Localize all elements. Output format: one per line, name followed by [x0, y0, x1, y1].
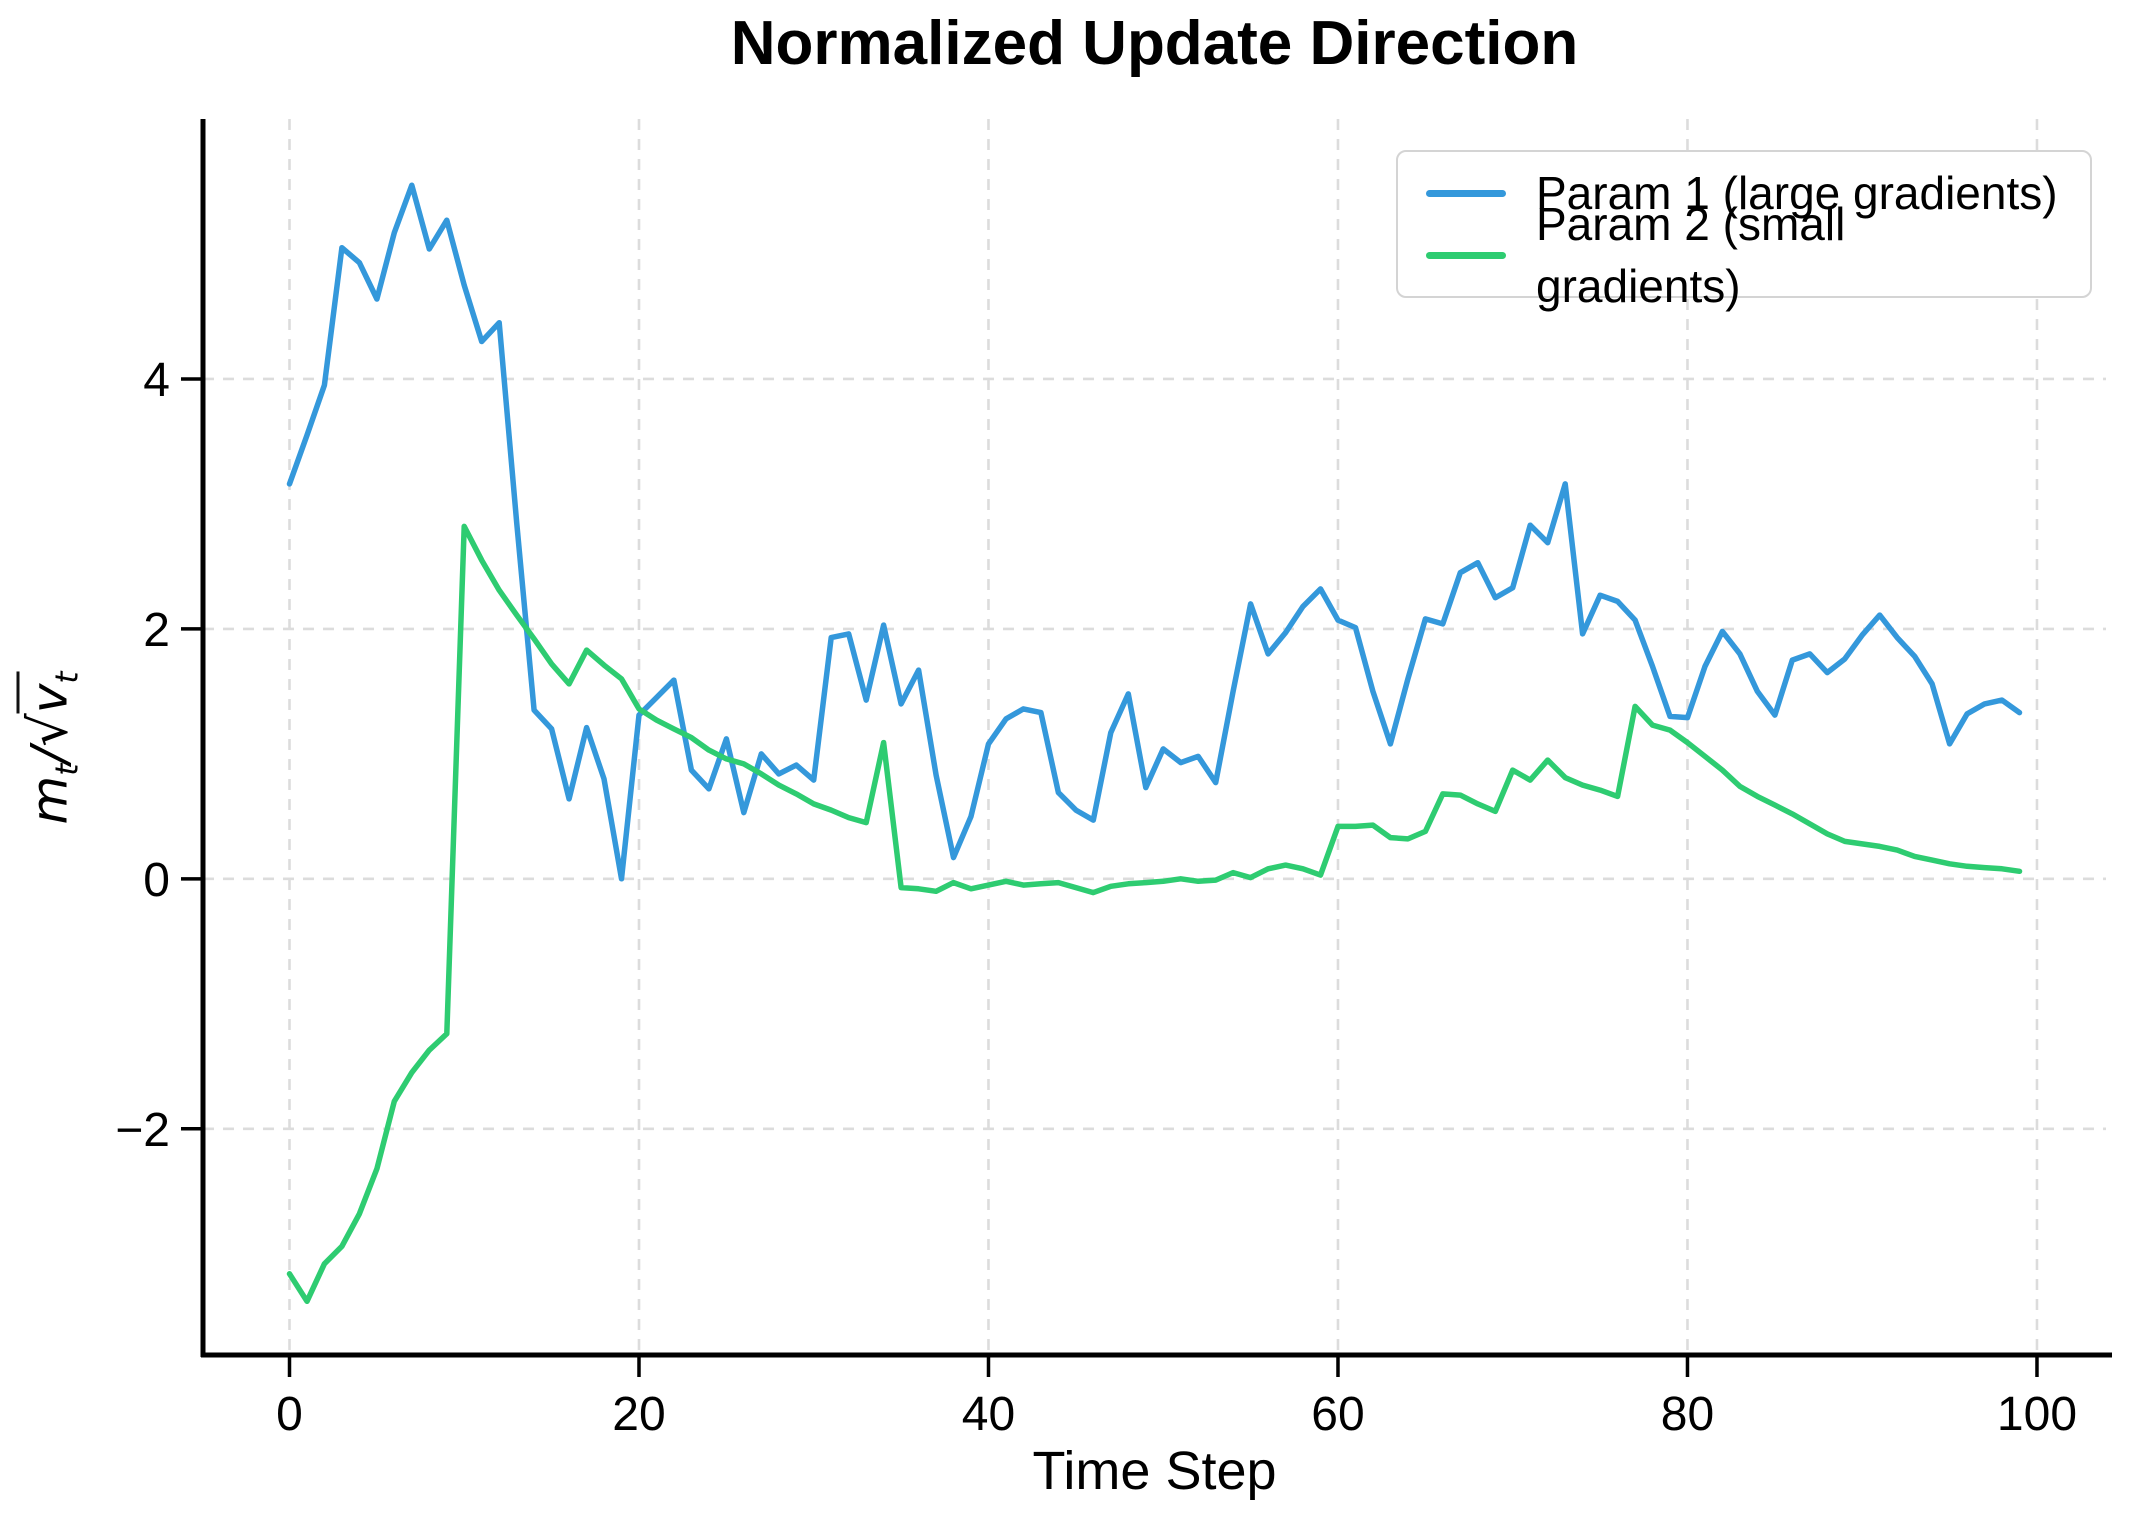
- x-tick-label: 40: [962, 1388, 1015, 1441]
- y-tick-label: −2: [115, 1104, 170, 1157]
- param2-line: [286, 523, 2023, 1305]
- legend-item-param2: Param 2 (small gradients): [1398, 198, 2090, 312]
- x-tick-label: 100: [1997, 1388, 2077, 1441]
- ylabel-m: m: [20, 775, 79, 825]
- ylabel-v-sub: t: [49, 671, 86, 684]
- y-tick-label: 2: [143, 604, 170, 657]
- param1-line: [286, 182, 2023, 882]
- x-tick-label: 0: [276, 1388, 303, 1441]
- sqrt-icon: √: [18, 713, 80, 747]
- legend-item-param1: Param 1 (large gradients): [1398, 162, 2090, 224]
- legend-label-param1: Param 1 (large gradients): [1536, 167, 2058, 219]
- chart-title: Normalized Update Direction: [730, 9, 1579, 78]
- legend: Param 1 (large gradients) Param 2 (small…: [1396, 150, 2092, 312]
- ylabel-m-sub: t: [49, 763, 86, 776]
- x-tick-label: 80: [1661, 1388, 1714, 1441]
- param1-line-swatch: [1426, 189, 1506, 197]
- y-axis-label: mt/√vt: [16, 671, 86, 825]
- x-tick-label: 20: [612, 1388, 665, 1441]
- ylabel-v: v: [20, 683, 79, 714]
- param2-line-swatch: [1426, 251, 1506, 259]
- y-tick-label: 4: [143, 354, 170, 407]
- x-axis-label: Time Step: [1032, 1441, 1277, 1501]
- legend-label-param2: Param 2 (small gradients): [1536, 198, 1846, 312]
- ylabel-v-group: vt: [16, 671, 86, 714]
- x-tick-label: 60: [1311, 1388, 1364, 1441]
- ylabel-slash: /: [20, 746, 79, 764]
- y-tick-label: 0: [143, 854, 170, 907]
